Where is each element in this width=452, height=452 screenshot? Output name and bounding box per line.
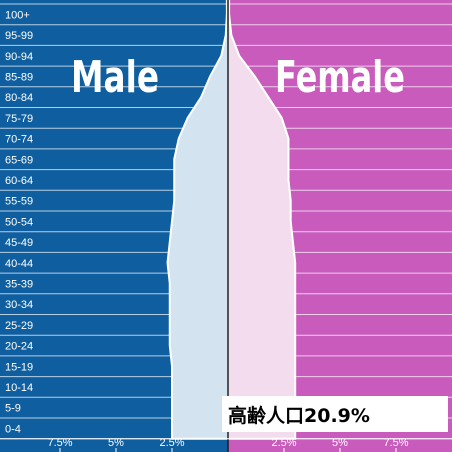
- age-group-label: 25-29: [5, 320, 33, 332]
- age-group-label: 5-9: [5, 403, 21, 415]
- age-group-label: 15-19: [5, 361, 33, 373]
- male-population-area: [166, 0, 229, 440]
- male-area-shape: [166, 0, 229, 440]
- age-group-labels: 0-4 5-9 10-14 15-19 20-24 25-29 30-34 35-39 40-4…: [5, 9, 33, 435]
- age-group-label: 35-39: [5, 278, 33, 290]
- age-group-label: 55-59: [5, 196, 33, 208]
- female-series-label: Female: [275, 52, 405, 103]
- age-group-label: 45-49: [5, 237, 33, 249]
- age-group-label: 0-4: [5, 423, 21, 435]
- age-group-label: 90-94: [5, 51, 33, 63]
- age-group-label: 85-89: [5, 71, 33, 83]
- age-group-label: 60-64: [5, 175, 33, 187]
- x-tick-label: 7.5%: [383, 437, 408, 449]
- age-group-label: 65-69: [5, 154, 33, 166]
- male-series-label: Male: [71, 52, 159, 103]
- age-group-label: 40-44: [5, 258, 33, 270]
- age-group-label: 20-24: [5, 341, 33, 353]
- elderly-population-annotation: 高齢人口20.9%: [228, 404, 370, 427]
- age-group-label: 10-14: [5, 382, 33, 394]
- x-axis-tick-labels: 7.5% 5% 2.5% 2.5% 5% 7.5%: [47, 437, 409, 452]
- annotation-box: [222, 396, 448, 432]
- x-tick-label: 2.5%: [159, 437, 184, 449]
- age-group-label: 70-74: [5, 134, 33, 146]
- age-group-label: 95-99: [5, 30, 33, 42]
- x-tick-label: 2.5%: [271, 437, 296, 449]
- age-group-label: 50-54: [5, 216, 33, 228]
- age-group-label: 80-84: [5, 92, 33, 104]
- age-group-label: 75-79: [5, 113, 33, 125]
- female-area-shape: [227, 0, 297, 440]
- age-group-label: 30-34: [5, 299, 33, 311]
- age-group-label: 100+: [5, 9, 30, 21]
- x-tick-label: 7.5%: [47, 437, 72, 449]
- x-tick-label: 5%: [108, 437, 124, 449]
- x-tick-label: 5%: [332, 437, 348, 449]
- female-population-area: [227, 0, 297, 440]
